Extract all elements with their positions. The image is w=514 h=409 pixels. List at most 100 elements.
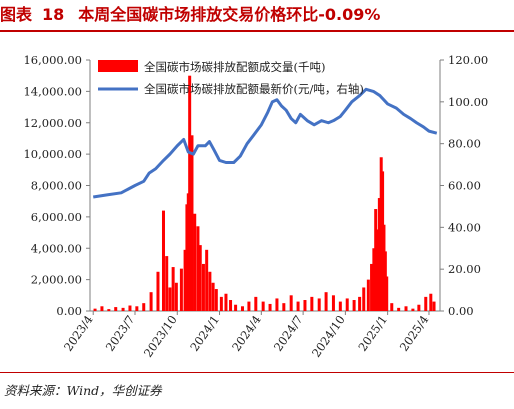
volume-bar [376, 229, 380, 311]
volume-bar [107, 309, 111, 311]
volume-bar [404, 306, 408, 311]
right-tick-label: 80.00 [448, 137, 481, 151]
x-tick-label: 2024/7 [271, 313, 306, 354]
left-tick-label: 6,000.00 [31, 210, 82, 224]
left-tick-label: 0.00 [56, 304, 82, 318]
volume-bar [254, 296, 258, 311]
volume-bar [179, 268, 183, 311]
volume-bar [324, 292, 328, 311]
left-tick-label: 16,000.00 [23, 53, 82, 67]
volume-bar [385, 276, 389, 311]
volume-bar [247, 301, 251, 311]
left-tick-label: 10,000.00 [23, 147, 82, 161]
volume-bar [390, 303, 394, 311]
volume-bar [310, 296, 314, 311]
volume-bars [93, 75, 436, 312]
volume-bar [275, 298, 279, 311]
volume-bar [168, 287, 172, 311]
volume-bar [424, 296, 428, 311]
volume-bar [100, 306, 104, 311]
volume-bar [234, 304, 238, 311]
chart: 0.00 2,000.00 4,000.00 6,000.00 8,000.00 10,0… [23, 53, 488, 360]
right-tick-label: 20.00 [448, 262, 481, 276]
volume-bar [377, 198, 381, 311]
volume-bar [261, 301, 265, 311]
volume-bar [211, 282, 215, 311]
x-tick-label: 2025/1 [355, 313, 390, 354]
volume-bar [156, 271, 160, 311]
volume-bar [289, 295, 293, 311]
x-tick-label: 2024/10 [309, 313, 348, 360]
title-divider [0, 30, 514, 32]
volume-bar [135, 306, 139, 311]
price-line-group [92, 87, 438, 199]
volume-bar [128, 305, 132, 311]
volume-bar [190, 135, 194, 311]
figure-label: 图表 [0, 5, 33, 24]
x-tick-label: 2023/4 [61, 313, 96, 354]
volume-bar [397, 307, 401, 311]
volume-bar [296, 301, 300, 311]
volume-bar [352, 300, 356, 311]
volume-bar [370, 263, 374, 311]
volume-bar [374, 209, 378, 311]
x-tick-label: 2024/1 [187, 313, 222, 354]
volume-bar [411, 308, 415, 311]
left-tick-label: 8,000.00 [31, 179, 82, 193]
price-line [92, 87, 438, 199]
figure-number: 18 [42, 5, 65, 24]
volume-bar [358, 296, 362, 311]
volume-bar [338, 301, 342, 311]
volume-bar [171, 267, 175, 311]
right-tick-label: 40.00 [448, 220, 481, 234]
volume-bar [196, 226, 200, 311]
volume-bar [429, 293, 433, 311]
volume-bar [268, 303, 272, 311]
volume-bar [282, 303, 286, 311]
volume-bar [229, 300, 233, 311]
legend-label-price: 全国碳市场碳排放配额最新价(元/吨，右轴) [144, 82, 364, 96]
volume-bar [366, 279, 370, 312]
volume-bar [214, 289, 218, 311]
volume-bar [345, 298, 349, 311]
right-tick-label: 100.00 [448, 95, 488, 109]
x-tick-label: 2023/7 [103, 313, 138, 354]
volume-bar [224, 293, 228, 311]
left-tick-label: 14,000.00 [23, 84, 82, 98]
legend-label-volume: 全国碳市场碳排放配额成交量(千吨) [144, 60, 325, 74]
volume-bar [198, 245, 202, 311]
volume-bar [372, 248, 376, 311]
volume-bar [188, 75, 192, 311]
volume-bar [331, 295, 335, 311]
volume-bar [114, 307, 118, 311]
axes: 0.00 2,000.00 4,000.00 6,000.00 8,000.00 10,0… [23, 53, 488, 360]
volume-bar [121, 307, 125, 311]
volume-bar [193, 213, 197, 311]
volume-bar [161, 210, 165, 311]
volume-bar [205, 249, 209, 311]
x-tick-label: 2024/4 [229, 313, 264, 354]
volume-bar [201, 263, 205, 311]
x-tick-label: 2023/10 [141, 313, 180, 360]
right-tick-label: 120.00 [448, 53, 488, 67]
volume-bar [93, 308, 97, 311]
volume-bar [432, 301, 436, 311]
figure-title-text: 本周全国碳市场排放交易价格环比-0.09% [78, 5, 381, 24]
right-tick-label: 60.00 [448, 179, 481, 193]
volume-bar [317, 298, 321, 311]
volume-bar [208, 271, 212, 311]
volume-bar [142, 303, 146, 311]
volume-bar [183, 249, 187, 311]
volume-bar [362, 287, 366, 311]
legend: 全国碳市场碳排放配额成交量(千吨) 全国碳市场碳排放配额最新价(元/吨，右轴) [98, 60, 364, 96]
x-tick-label: 2025/4 [397, 313, 432, 354]
volume-bar [240, 306, 244, 311]
left-tick-label: 4,000.00 [31, 241, 82, 255]
volume-bar [165, 256, 169, 311]
right-tick-label: 0.00 [448, 304, 474, 318]
source-divider [0, 372, 514, 373]
volume-bar [417, 304, 421, 311]
volume-bar [219, 296, 223, 311]
source-note: 资料来源：Wind，华创证券 [4, 383, 162, 398]
volume-bar [149, 292, 153, 311]
